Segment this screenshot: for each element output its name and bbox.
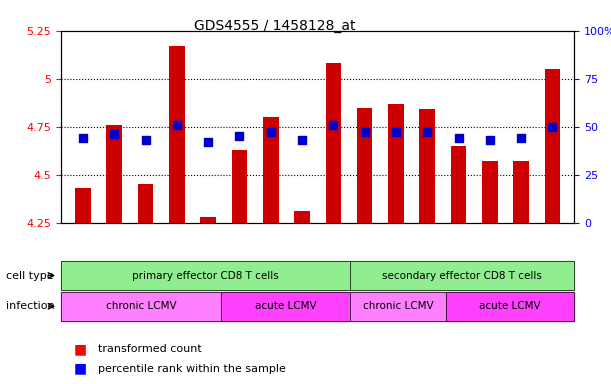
Bar [75, 188, 91, 223]
Point [266, 129, 276, 136]
Text: GDS4555 / 1458128_at: GDS4555 / 1458128_at [194, 19, 356, 33]
Point [422, 129, 432, 136]
Bar [326, 63, 341, 223]
Text: infection: infection [6, 301, 55, 311]
Bar [357, 108, 373, 223]
Bar [388, 104, 404, 223]
Bar [106, 125, 122, 223]
Point [78, 135, 88, 141]
Bar [295, 211, 310, 223]
Text: ■: ■ [73, 362, 86, 376]
Text: chronic LCMV: chronic LCMV [362, 301, 433, 311]
Text: primary effector CD8 T cells: primary effector CD8 T cells [132, 270, 279, 281]
Bar [169, 46, 185, 223]
Text: percentile rank within the sample: percentile rank within the sample [98, 364, 285, 374]
Bar [482, 161, 498, 223]
Bar [232, 150, 247, 223]
Text: cell type: cell type [6, 270, 54, 281]
Bar [263, 117, 279, 223]
Point [109, 131, 119, 137]
Text: ■: ■ [73, 343, 86, 356]
Bar [513, 161, 529, 223]
Bar [451, 146, 466, 223]
Point [235, 133, 244, 139]
Point [360, 129, 370, 136]
Text: acute LCMV: acute LCMV [480, 301, 541, 311]
Point [329, 122, 338, 128]
Bar [200, 217, 216, 223]
Bar [137, 184, 153, 223]
Point [391, 129, 401, 136]
Bar [419, 109, 435, 223]
Point [547, 124, 557, 130]
Text: acute LCMV: acute LCMV [255, 301, 316, 311]
Point [516, 135, 526, 141]
Point [203, 139, 213, 145]
Point [485, 137, 495, 143]
Point [453, 135, 463, 141]
Bar [544, 69, 560, 223]
Text: transformed count: transformed count [98, 344, 202, 354]
Text: chronic LCMV: chronic LCMV [106, 301, 177, 311]
Point [297, 137, 307, 143]
Text: secondary effector CD8 T cells: secondary effector CD8 T cells [382, 270, 542, 281]
Point [172, 122, 182, 128]
Point [141, 137, 150, 143]
